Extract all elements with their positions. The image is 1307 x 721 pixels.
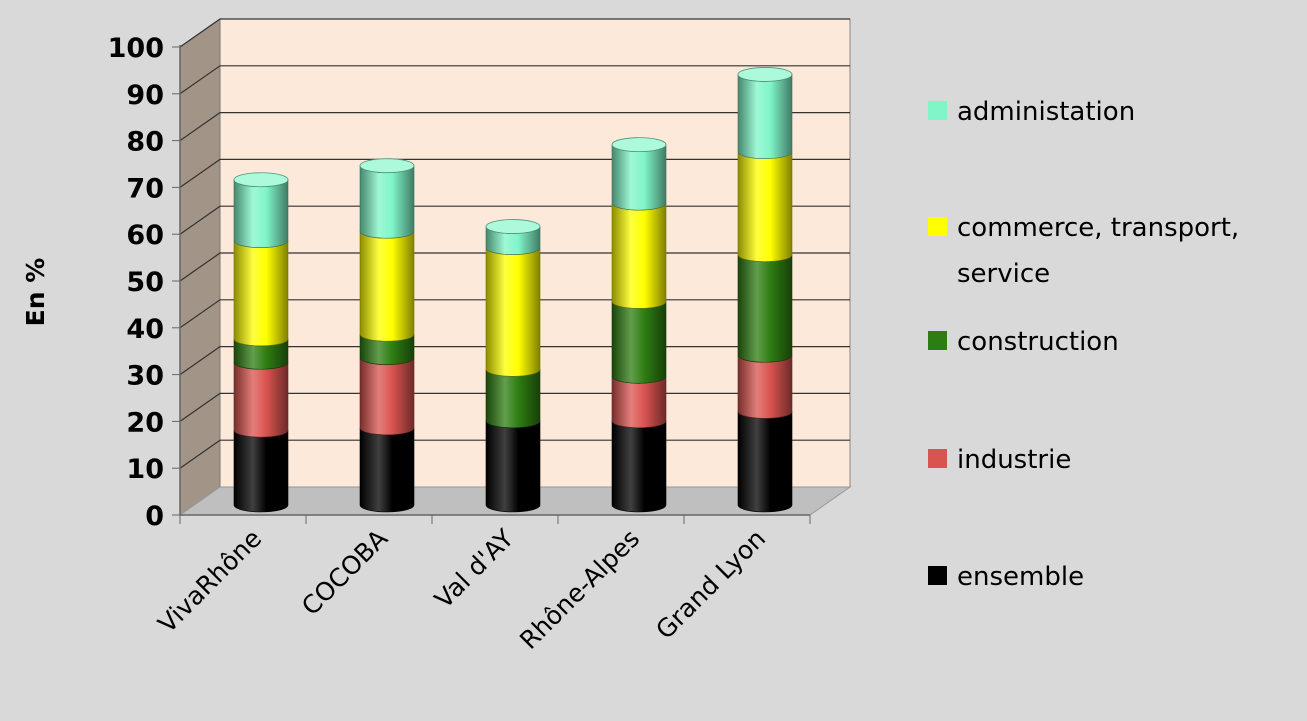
legend-label: industrie <box>957 445 1071 475</box>
bar-segment-administation-1 <box>359 165 415 239</box>
bar-segment-industrie-0 <box>233 362 289 438</box>
y-tick-label: 100 <box>108 33 164 64</box>
y-tick-label: 60 <box>126 220 164 251</box>
legend-label: ensemble <box>957 562 1084 592</box>
x-tick-label: Val d'AY <box>429 523 520 614</box>
bar-segment-commerce-4 <box>737 151 793 262</box>
y-tick-label: 70 <box>126 173 164 204</box>
bar-top-cap <box>359 158 415 174</box>
legend-swatch <box>928 449 947 468</box>
bar-segment-construction-3 <box>611 301 667 384</box>
x-tick-label: Rhône-Alpes <box>514 524 645 655</box>
legend-swatch <box>928 217 947 236</box>
bar-segment-commerce-0 <box>233 240 289 347</box>
bar-segment-commerce-1 <box>359 231 415 342</box>
x-tick-label: VivaRhône <box>152 524 267 639</box>
y-axis-title: En % <box>21 258 50 327</box>
legend-swatch <box>928 101 947 120</box>
bar-segment-administation-0 <box>233 179 289 248</box>
y-tick-label: 10 <box>126 454 164 485</box>
bar-segment-industrie-3 <box>611 376 667 429</box>
bar-segment-ensemble-3 <box>611 420 667 513</box>
gridline <box>179 18 850 48</box>
legend-label: construction <box>957 327 1119 357</box>
gridline <box>179 65 850 95</box>
bar-segment-administation-4 <box>737 74 793 159</box>
y-tick-label: 30 <box>126 361 164 392</box>
bar-segment-construction-4 <box>737 254 793 363</box>
bar-top-cap <box>485 219 541 234</box>
y-tick-label: 80 <box>126 127 164 158</box>
x-tick-label: Grand Lyon <box>650 524 771 645</box>
bar-segment-industrie-4 <box>737 355 793 419</box>
gridline <box>179 111 850 142</box>
bar-segment-industrie-1 <box>359 357 415 436</box>
bar-segment-ensemble-1 <box>359 427 415 513</box>
x-tick-label: COCOBA <box>296 524 393 621</box>
legend-label: service <box>957 259 1050 289</box>
y-tick-label: 20 <box>126 407 164 438</box>
bar-top-cap <box>611 137 667 153</box>
bar-top-cap <box>233 172 289 188</box>
legend-swatch <box>928 331 947 350</box>
bar-segment-ensemble-2 <box>485 420 541 513</box>
legend-swatch <box>928 566 947 585</box>
y-tick-label: 50 <box>126 267 164 298</box>
legend-label: administation <box>957 97 1135 127</box>
bar-segment-ensemble-0 <box>233 430 289 513</box>
y-tick-label: 0 <box>145 501 164 532</box>
bar-segment-commerce-2 <box>485 247 541 377</box>
bar-top-cap <box>737 67 793 82</box>
y-tick-label: 90 <box>126 80 164 111</box>
bar-segment-ensemble-4 <box>737 411 793 513</box>
legend-label: commerce, transport, <box>957 213 1239 243</box>
bar-segment-commerce-3 <box>611 203 667 309</box>
y-tick-label: 40 <box>126 314 164 345</box>
bar-segment-construction-2 <box>485 369 541 429</box>
bar-segment-administation-3 <box>611 144 667 211</box>
